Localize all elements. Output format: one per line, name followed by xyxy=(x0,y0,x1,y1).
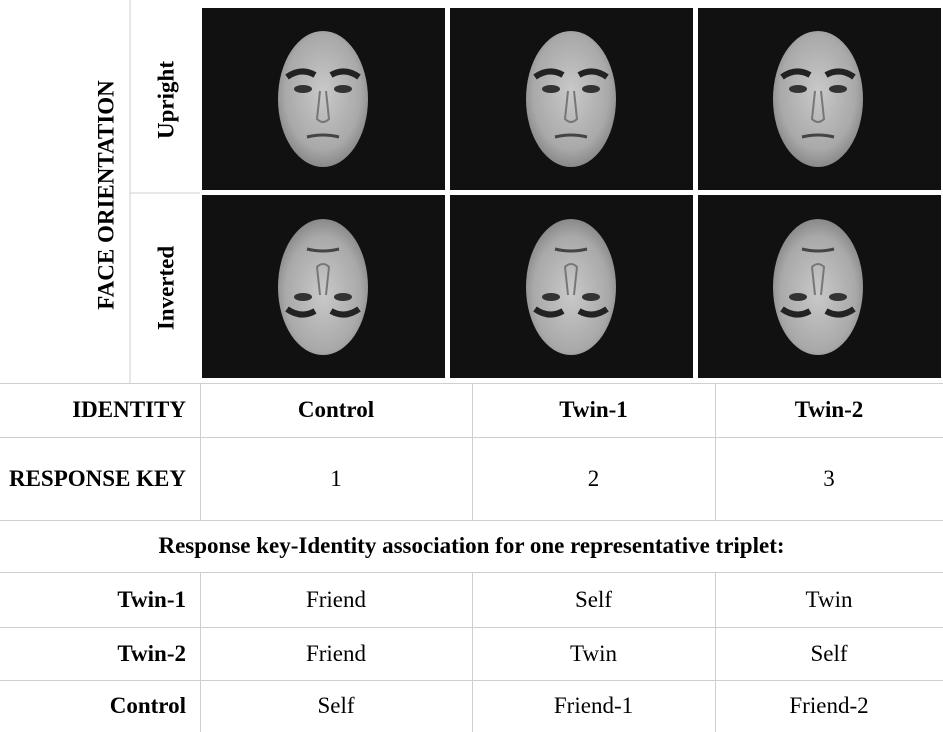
row-header: Twin-2 xyxy=(0,627,200,680)
row-header: Control xyxy=(0,680,200,732)
upright-row xyxy=(202,8,941,190)
association: Self xyxy=(200,680,472,732)
association: Twin xyxy=(715,572,943,627)
association: Friend xyxy=(200,627,472,680)
caption: Response key-Identity association for on… xyxy=(0,520,943,572)
association: Self xyxy=(472,572,715,627)
association: Friend-1 xyxy=(472,680,715,732)
row-label: Inverted xyxy=(153,246,178,331)
row-label: Upright xyxy=(153,61,178,139)
face-panels: FACE ORIENTATION Upright Inverted xyxy=(0,0,943,383)
column-header: Twin-2 xyxy=(715,383,943,437)
response-key: 1 xyxy=(200,437,472,520)
column-header: Control xyxy=(200,383,472,437)
association: Twin xyxy=(472,627,715,680)
row-header: RESPONSE KEY xyxy=(0,437,200,520)
response-key: 3 xyxy=(715,437,943,520)
inverted-row xyxy=(202,195,941,378)
row-header: Twin-1 xyxy=(0,572,200,627)
association: Friend-2 xyxy=(715,680,943,732)
figure: FACE ORIENTATION Upright Inverted IDENTI… xyxy=(0,0,943,732)
row-header: IDENTITY xyxy=(0,383,200,437)
association: Friend xyxy=(200,572,472,627)
column-header: Twin-1 xyxy=(472,383,715,437)
association: Self xyxy=(715,627,943,680)
orientation-title: FACE ORIENTATION xyxy=(93,80,118,310)
response-key: 2 xyxy=(472,437,715,520)
